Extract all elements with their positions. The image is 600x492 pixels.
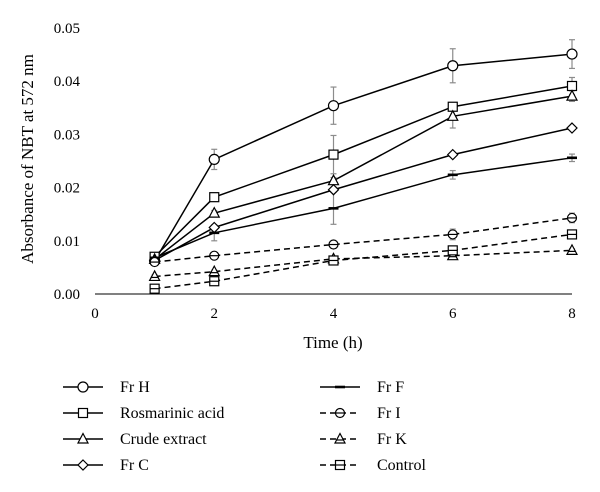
data-point-shape	[328, 149, 339, 160]
data-point	[328, 149, 339, 160]
data-point	[447, 229, 458, 240]
legend-item: Fr H	[63, 379, 150, 396]
legend: Fr H Rosmarinic acid Crude extract Fr C Fr F…	[63, 379, 426, 474]
data-point-shape	[566, 48, 578, 60]
data-point	[209, 250, 220, 261]
data-point	[209, 192, 220, 203]
data-point-shape	[208, 153, 220, 166]
data-point-shape	[566, 89, 578, 101]
data-point-shape	[209, 192, 220, 203]
legend-label: Rosmarinic acid	[120, 405, 224, 422]
data-point	[447, 60, 459, 72]
x-tick-label: 4	[330, 306, 338, 322]
data-point-shape	[566, 80, 578, 92]
legend-label: Fr C	[120, 457, 149, 474]
data-point	[209, 276, 220, 287]
legend-label: Fr F	[377, 379, 404, 396]
legend-item: Fr F	[320, 379, 404, 396]
legend-item: Fr K	[320, 431, 407, 448]
y-axis-label: Absorbance of NBT at 572 nm	[18, 54, 37, 264]
x-tick-labels: 0 2 4 6 8	[91, 306, 576, 322]
legend-marker	[77, 459, 89, 471]
data-point-shape	[208, 221, 221, 234]
data-point	[327, 173, 340, 186]
data-point-shape	[566, 122, 578, 134]
data-point	[149, 256, 160, 268]
series-markers	[148, 48, 578, 294]
legend-item: Fr C	[63, 457, 149, 474]
y-tick-label: 0.01	[54, 234, 80, 250]
series-line	[154, 95, 573, 261]
data-point	[566, 229, 578, 240]
data-point-shape	[446, 148, 459, 161]
y-tick-label: 0.00	[54, 287, 80, 303]
data-point-shape	[327, 100, 340, 112]
data-point-shape	[208, 206, 221, 218]
legend-marker	[334, 407, 346, 419]
legend-marker-shape	[77, 407, 89, 419]
x-tick-label: 2	[211, 306, 219, 322]
data-point-shape	[446, 109, 459, 121]
y-tick-label: 0.03	[54, 127, 80, 143]
series-line	[154, 157, 573, 259]
legend-marker-shape	[77, 381, 89, 393]
data-point	[447, 245, 458, 256]
data-point	[328, 239, 339, 250]
legend-label: Control	[377, 457, 426, 474]
data-point	[566, 122, 578, 134]
data-point	[327, 100, 340, 112]
legend-marker	[334, 459, 346, 471]
x-tick-label: 6	[449, 306, 457, 322]
legend-label: Fr K	[377, 431, 407, 448]
data-point	[208, 206, 221, 218]
x-axis-label: Time (h)	[303, 333, 362, 352]
data-point	[566, 89, 578, 101]
data-point-shape	[327, 183, 340, 196]
legend-marker	[334, 432, 346, 444]
data-point-shape	[447, 60, 459, 72]
data-point-shape	[566, 243, 578, 255]
y-tick-label: 0.05	[54, 21, 80, 37]
legend-item: Crude extract	[63, 431, 207, 448]
y-tick-label: 0.02	[54, 181, 80, 197]
data-point	[566, 243, 578, 255]
data-point	[208, 264, 221, 277]
legend-marker-shape	[77, 432, 89, 444]
legend-label: Fr H	[120, 379, 150, 396]
legend-label: Crude extract	[120, 431, 207, 448]
y-tick-labels: 0.00 0.01 0.02 0.03 0.04 0.05	[54, 21, 81, 303]
legend-marker	[77, 432, 89, 444]
legend-marker-shape	[334, 432, 346, 444]
data-point	[446, 109, 459, 121]
data-point	[327, 183, 340, 196]
x-tick-label: 0	[91, 306, 99, 322]
data-point	[208, 221, 221, 234]
data-point	[208, 153, 220, 166]
data-point-shape	[208, 264, 221, 277]
y-tick-label: 0.04	[54, 74, 81, 90]
legend-marker	[77, 407, 89, 419]
data-point	[148, 269, 161, 282]
legend-marker	[77, 381, 89, 393]
data-point	[446, 148, 459, 161]
data-point	[149, 283, 160, 294]
data-point	[566, 80, 578, 92]
legend-item: Control	[320, 457, 426, 474]
legend-marker-shape	[77, 459, 89, 471]
legend-label: Fr I	[377, 405, 401, 422]
legend-item: Rosmarinic acid	[63, 405, 224, 422]
data-point	[566, 212, 578, 224]
x-tick-label: 8	[568, 306, 576, 322]
series-line	[154, 85, 573, 258]
data-point-shape	[327, 173, 340, 186]
data-point	[328, 255, 339, 266]
legend-item: Fr I	[320, 405, 401, 422]
data-point-shape	[148, 269, 161, 282]
data-point	[566, 48, 578, 60]
